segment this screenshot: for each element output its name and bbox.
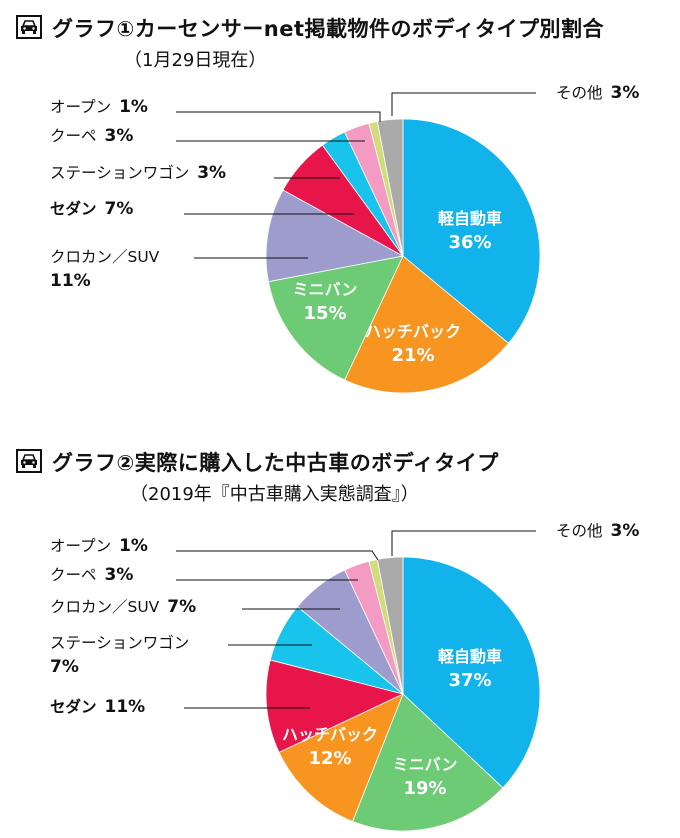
external-label-sedan: セダン 7% xyxy=(50,199,133,219)
slice-value-minivan: 19% xyxy=(403,778,446,799)
slice-label-hatchback: ハッチバック xyxy=(365,322,461,341)
pie-slice-crossover xyxy=(265,189,405,283)
car-icon xyxy=(16,15,42,39)
slice-value-hatchback: 12% xyxy=(308,748,351,769)
external-label-other: その他 3% xyxy=(556,83,639,103)
chart-1-title: グラフ①カーセンサーnet掲載物件のボディタイプ別割合 xyxy=(52,17,605,41)
leader-line-other xyxy=(391,530,536,556)
pie-chart-2 xyxy=(265,556,541,832)
pie-slice-minivan xyxy=(352,693,504,832)
chart-2-subtitle: （2019年『中古車購入実態調査』） xyxy=(130,484,419,505)
pie-slice-kei xyxy=(402,118,541,344)
external-label-wagon: ステーションワゴン 3% xyxy=(50,163,226,183)
slice-label-minivan: ミニバン xyxy=(293,280,358,299)
external-label-sedan: セダン 11% xyxy=(50,697,145,717)
external-label-coupe: クーペ 3% xyxy=(50,126,133,146)
pie-slice-hatchback xyxy=(278,693,404,822)
external-label-crossover: クロカン／SUV 7% xyxy=(50,597,196,617)
pie-slice-minivan xyxy=(267,255,404,381)
slice-label-minivan: ミニバン xyxy=(393,755,458,774)
external-label-crossover: クロカン／SUV xyxy=(50,248,160,266)
slice-value-hatchback: 21% xyxy=(391,345,434,366)
car-icon xyxy=(16,449,42,473)
pie-slice-hatchback xyxy=(344,255,510,394)
leader-line-open xyxy=(176,111,381,122)
pie-2-annotations: 軽自動車 37% ミニバン 19% ハッチバック 12% セダン 11% ステーションワゴン 7%… xyxy=(50,521,639,799)
slice-value-kei: 36% xyxy=(448,232,491,253)
pie-chart-1 xyxy=(265,118,541,394)
chart-2-title: グラフ②実際に購入した中古車のボディタイプ xyxy=(52,451,499,475)
leader-line-other xyxy=(391,92,536,116)
pie-slice-other xyxy=(376,118,404,257)
pie-1-annotations: 軽自動車 36% ハッチバック 21% ミニバン 15% クロカン／SUV 11% セダン 7% ス… xyxy=(50,83,639,366)
slice-value-minivan: 15% xyxy=(303,303,346,324)
external-label-open: オープン 1% xyxy=(50,97,148,117)
pie-slice-kei xyxy=(402,556,541,789)
leader-line-open xyxy=(176,550,379,561)
slice-value-kei: 37% xyxy=(448,670,491,691)
chart-1-subtitle: （1月29日現在） xyxy=(124,50,267,71)
external-value-wagon: 7% xyxy=(50,657,79,677)
external-value-crossover: 11% xyxy=(50,271,91,291)
external-label-coupe: クーペ 3% xyxy=(50,565,133,585)
external-label-other: その他 3% xyxy=(556,521,639,541)
slice-label-hatchback: ハッチバック xyxy=(282,725,378,744)
slice-label-kei: 軽自動車 xyxy=(438,647,502,666)
external-label-wagon: ステーションワゴン xyxy=(50,633,189,652)
pie-slice-sedan xyxy=(265,659,405,753)
slice-label-kei: 軽自動車 xyxy=(438,209,502,228)
external-label-open: オープン 1% xyxy=(50,536,148,556)
